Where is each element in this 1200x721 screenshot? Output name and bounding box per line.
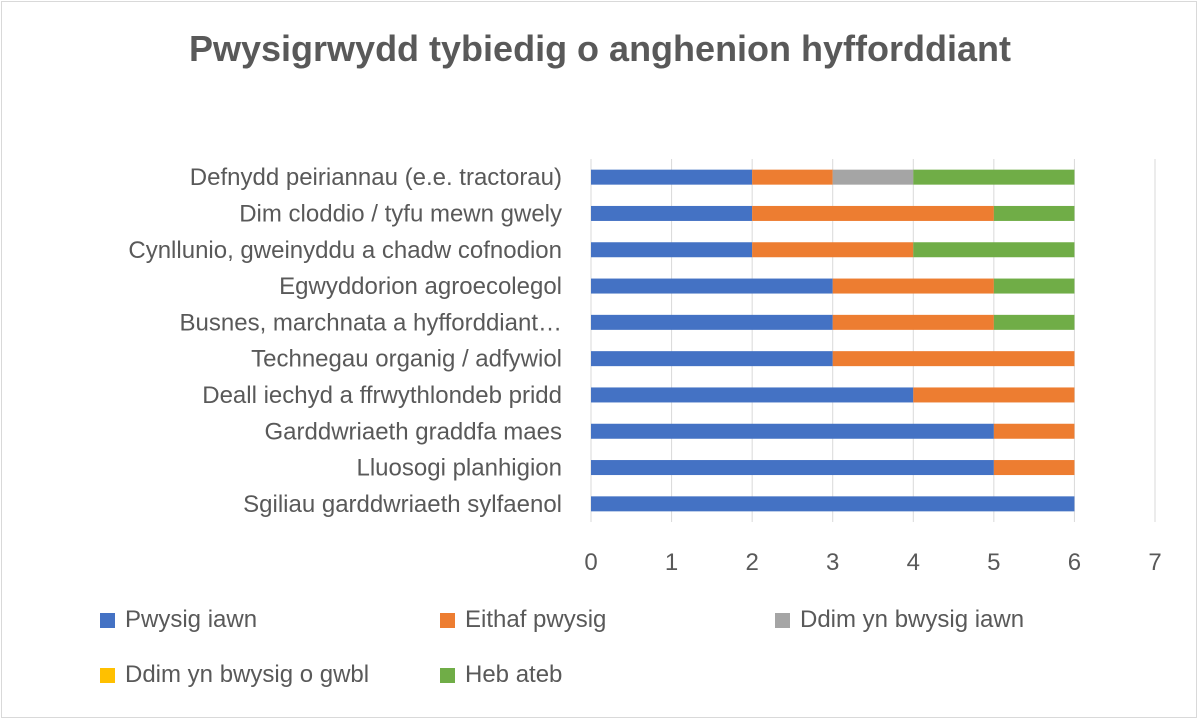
- category-labels: Sgiliau garddwriaeth sylfaenol Lluosogi p…: [128, 164, 562, 518]
- bar-segment: [832, 278, 994, 294]
- bar-segment: [913, 387, 1075, 403]
- chart-title: Pwysigrwydd tybiedig o anghenion hyfford…: [188, 28, 1012, 69]
- bar-segment: [591, 314, 833, 330]
- legend-swatch: [100, 612, 115, 628]
- bar-segment: [993, 314, 1075, 330]
- category-label: Deall iechyd a ffrwythlondeb pridd: [202, 382, 562, 409]
- bar-segment: [832, 351, 1075, 367]
- bar-segment: [993, 205, 1075, 221]
- x-tick-label: 6: [1068, 549, 1081, 576]
- category-label: Busnes, marchnata a hyfforddiant…: [180, 309, 562, 336]
- bar-segment: [832, 314, 994, 330]
- x-tick-label: 2: [745, 549, 758, 576]
- bar-segment: [591, 496, 1075, 512]
- legend-item: Ddim yn bwysig o gwbl: [100, 661, 369, 689]
- bar-segment: [832, 169, 914, 185]
- legend-swatch: [775, 612, 790, 628]
- legend-label: Heb ateb: [465, 661, 563, 688]
- x-tick-label: 1: [665, 549, 678, 576]
- category-label: Egwyddorion agroecolegol: [279, 273, 562, 300]
- bar-segment: [591, 387, 914, 403]
- x-tick-label: 0: [584, 549, 597, 576]
- category-label: Sgiliau garddwriaeth sylfaenol: [243, 491, 562, 518]
- x-tick-label: 4: [907, 549, 920, 576]
- bar-segment: [591, 278, 833, 294]
- category-label: Technegau organig / adfywiol: [251, 346, 562, 373]
- bar-segment: [993, 278, 1075, 294]
- legend-label: Ddim yn bwysig iawn: [800, 606, 1025, 633]
- x-tick-label: 3: [826, 549, 839, 576]
- legend-swatch: [100, 667, 115, 683]
- bars: [591, 169, 1075, 512]
- category-label: Cynllunio, gweinyddu a chadw cofnodion: [128, 237, 562, 264]
- legend-label: Pwysig iawn: [125, 606, 258, 633]
- legend-item: Eithaf pwysig: [440, 606, 606, 634]
- bar-segment: [913, 242, 1075, 258]
- legend-label: Eithaf pwysig: [465, 606, 607, 633]
- bar-segment: [591, 460, 994, 476]
- bar-segment: [913, 169, 1075, 185]
- bar-segment: [993, 423, 1075, 439]
- category-label: Lluosogi planhigion: [357, 455, 563, 482]
- x-tick-labels: 0 1 2 3 4 5 6 7: [584, 549, 1161, 576]
- bar-segment: [591, 423, 994, 439]
- legend-swatch: [440, 612, 455, 628]
- legend-label: Ddim yn bwysig o gwbl: [125, 661, 370, 688]
- x-tick-label: 5: [987, 549, 1000, 576]
- bar-segment: [591, 205, 753, 221]
- bar-segment: [752, 242, 914, 258]
- legend-item: Heb ateb: [440, 661, 562, 689]
- category-label: Dim cloddio / tyfu mewn gwely: [239, 200, 562, 227]
- x-tick-label: 7: [1148, 549, 1161, 576]
- legend-item: Ddim yn bwysig iawn: [775, 606, 1024, 634]
- bar-segment: [752, 169, 833, 185]
- bar-segment: [591, 242, 753, 258]
- bar-segment: [993, 460, 1075, 476]
- category-label: Defnydd peiriannau (e.e. tractorau): [190, 164, 562, 191]
- category-label: Garddwriaeth graddfa maes: [265, 418, 563, 445]
- bar-segment: [591, 351, 833, 367]
- bar-segment: [752, 205, 994, 221]
- legend-swatch: [440, 667, 455, 683]
- legend-item: Pwysig iawn: [100, 606, 257, 634]
- legend: Pwysig iawn Eithaf pwysig Ddim yn bwysig i…: [100, 606, 1160, 706]
- bar-segment: [591, 169, 753, 185]
